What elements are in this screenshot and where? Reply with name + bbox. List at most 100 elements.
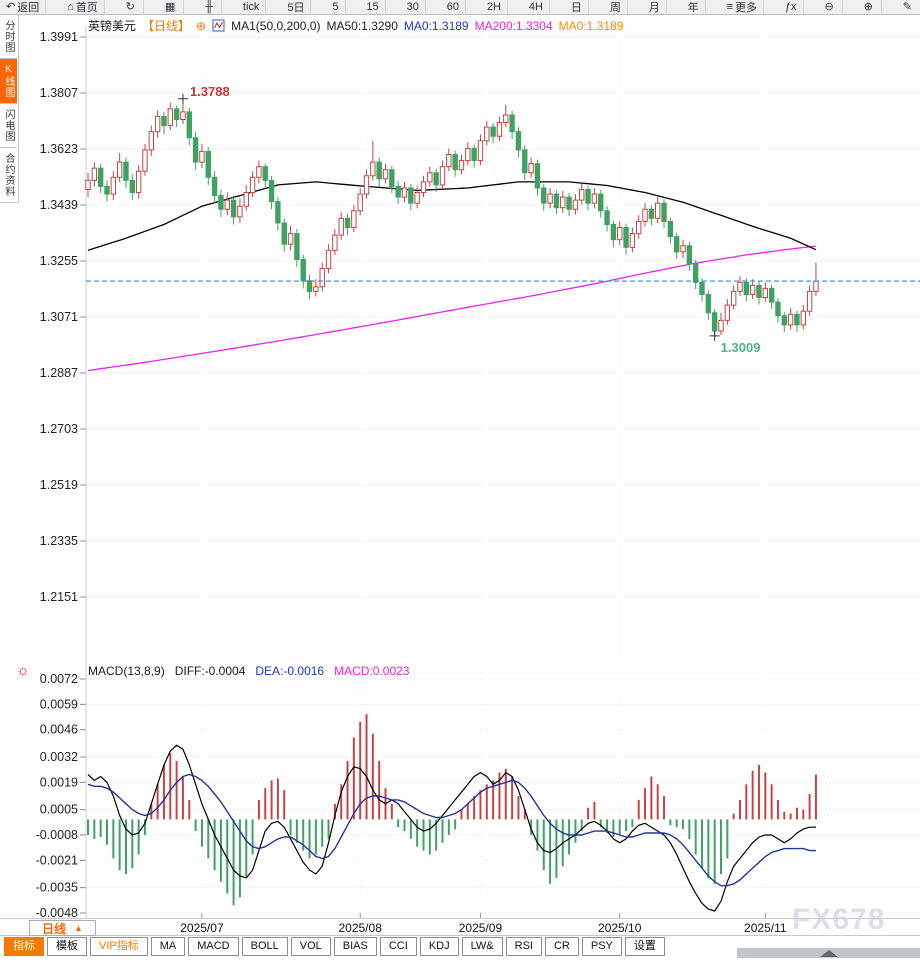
tf-year-button[interactable]: 年: [682, 0, 706, 15]
left-sidebar: 分时图 K线图 闪电图 合约资料: [0, 15, 19, 203]
tf-15min-button-label: 15: [366, 1, 379, 13]
template-button[interactable]: 模板: [47, 937, 87, 956]
tf-15min-button[interactable]: 15: [360, 0, 386, 15]
svg-text:-0.0048: -0.0048: [36, 906, 78, 920]
svg-text:-0.0008: -0.0008: [36, 828, 78, 842]
add-indicator-icon[interactable]: ⊕: [196, 18, 207, 33]
date-axis-label: 2025/11: [744, 921, 787, 935]
home-button-label: 首页: [75, 2, 98, 14]
ma-line-icon[interactable]: [212, 19, 225, 32]
date-axis-label: 2025/07: [180, 921, 224, 935]
tf-5day-button[interactable]: 5日: [281, 0, 312, 15]
chart-style-button[interactable]: ▦: [159, 0, 185, 15]
draw-button[interactable]: ✎: [897, 0, 920, 15]
kdj-button[interactable]: KDJ: [419, 937, 459, 956]
indicator-panel-button[interactable]: ╫: [199, 0, 222, 15]
macd-title: MACD(13,8,9): [88, 664, 165, 678]
vol-button[interactable]: VOL: [290, 937, 331, 956]
tf-5min-button-label: 5: [332, 1, 339, 13]
date-axis-label: 2025/09: [458, 921, 503, 935]
refresh-button[interactable]: ↻: [120, 0, 144, 15]
period-selector-button[interactable]: 日线 ▲: [29, 920, 96, 936]
svg-text:1.3071: 1.3071: [40, 310, 78, 324]
zoom-out-button-icon: ⊖: [824, 0, 834, 13]
bias-button[interactable]: BIAS: [333, 937, 377, 956]
tf-2h-button-label: 2H: [486, 1, 501, 13]
svg-text:1.2887: 1.2887: [40, 366, 78, 380]
sidebar-item-time-chart[interactable]: 分时图: [0, 15, 17, 59]
refresh-button-icon: ↻: [125, 0, 135, 13]
tf-4h-button-label: 4H: [528, 1, 543, 13]
tf-30min-button-label: 30: [406, 1, 419, 13]
settings-button[interactable]: 设置: [624, 937, 665, 956]
back-button-icon: ↶: [6, 0, 16, 13]
indicator-toolbar: 指标 模板 VIP指标 MA MACD BOLL VOL BIAS CCI KDJ LW& RSI CR…: [4, 937, 665, 957]
macd-button[interactable]: MACD: [188, 937, 239, 956]
svg-text:0.0019: 0.0019: [40, 775, 78, 789]
svg-text:1.3991: 1.3991: [40, 30, 78, 44]
ma-button[interactable]: MA: [150, 937, 186, 956]
home-button-icon: ⌂: [67, 0, 74, 13]
tf-week-button-label: 周: [609, 2, 621, 14]
svg-text:-0.0021: -0.0021: [36, 853, 78, 867]
ma50-value: MA50:1.3290: [326, 18, 398, 33]
rsi-button[interactable]: RSI: [505, 937, 542, 956]
tf-5min-button[interactable]: 5: [326, 0, 346, 15]
tf-month-button-label: 月: [648, 2, 660, 14]
back-button-label: 返回: [17, 2, 40, 14]
zoom-in-button-icon: ⊕: [863, 0, 873, 13]
more-button-label: 更多: [735, 2, 758, 14]
tf-week-button[interactable]: 周: [604, 0, 628, 15]
svg-text:0.0046: 0.0046: [40, 723, 78, 737]
indicator-panel-button-icon: ╫: [205, 0, 213, 13]
svg-text:1.3439: 1.3439: [40, 198, 78, 212]
zoom-out-button[interactable]: ⊖: [818, 0, 843, 15]
indicator-button[interactable]: 指标: [4, 937, 44, 956]
chevron-up-icon: ▲: [74, 923, 83, 933]
sidebar-item-lightning-chart[interactable]: 闪电图: [0, 104, 17, 148]
macd-diff-value: DIFF:-0.0004: [174, 664, 246, 678]
tf-month-button[interactable]: 月: [643, 0, 667, 15]
fx-functions-button[interactable]: ƒx: [779, 0, 804, 15]
tf-4h-button[interactable]: 4H: [523, 0, 550, 15]
tf-day-button[interactable]: 日: [565, 0, 589, 15]
tf-tick-button-label: tick: [242, 1, 260, 13]
tf-60min-button[interactable]: 60: [441, 0, 467, 15]
period-selector-label: 日线: [42, 921, 67, 936]
ma200-value: MA200:1.3304: [474, 18, 553, 33]
macd-hist-value: MACD:0.0023: [334, 664, 410, 678]
more-button-icon: ≡: [726, 0, 734, 13]
svg-text:0.0005: 0.0005: [40, 803, 78, 817]
svg-text:1.2335: 1.2335: [40, 534, 78, 548]
sidebar-item-kline-chart[interactable]: K线图: [0, 59, 17, 104]
svg-text:0.0059: 0.0059: [40, 697, 78, 711]
svg-text:1.3255: 1.3255: [40, 254, 78, 268]
zoom-in-button[interactable]: ⊕: [858, 0, 882, 15]
more-button[interactable]: ≡ 更多: [721, 0, 765, 15]
tf-30min-button[interactable]: 30: [401, 0, 426, 15]
boll-button[interactable]: BOLL: [241, 937, 288, 956]
date-axis-row: 日线 ▲ 2025/07 2025/08 2025/09 2025/10 2025/11: [0, 918, 920, 936]
cr-button[interactable]: CR: [544, 937, 579, 956]
svg-text:1.2519: 1.2519: [40, 478, 78, 492]
panel-expander[interactable]: [737, 948, 920, 958]
svg-text:-0.0035: -0.0035: [36, 881, 78, 895]
home-button[interactable]: ⌂ 首页: [61, 0, 105, 15]
lw-button[interactable]: LW&: [461, 937, 503, 956]
hot-indicator-icon[interactable]: ☼: [16, 662, 30, 679]
symbol-name: 英镑美元: [88, 19, 137, 33]
period-label: 【日线】: [142, 19, 191, 33]
tf-2h-button[interactable]: 2H: [481, 0, 508, 15]
ma0-orange-value: MA0:1.3189: [558, 18, 624, 33]
psy-button[interactable]: PSY: [581, 937, 622, 956]
chart-style-button-icon: ▦: [164, 0, 176, 13]
top-toolbar: ↶ 返回 ⌂ 首页 ↻ ▦ ╫ tick 5日 5 15 30 60 2H 4H 日 周 月 年 ≡ 更多 ƒx ⊖ ⊕ ✎: [0, 0, 920, 15]
back-button[interactable]: ↶ 返回: [0, 0, 47, 15]
cci-button[interactable]: CCI: [379, 937, 417, 956]
sidebar-item-contract-info[interactable]: 合约资料: [0, 148, 17, 203]
vip-indicator-button[interactable]: VIP指标: [90, 937, 148, 956]
svg-text:0.0072: 0.0072: [40, 672, 78, 686]
tf-tick-button[interactable]: tick: [237, 0, 267, 15]
tf-60min-button-label: 60: [446, 1, 460, 13]
